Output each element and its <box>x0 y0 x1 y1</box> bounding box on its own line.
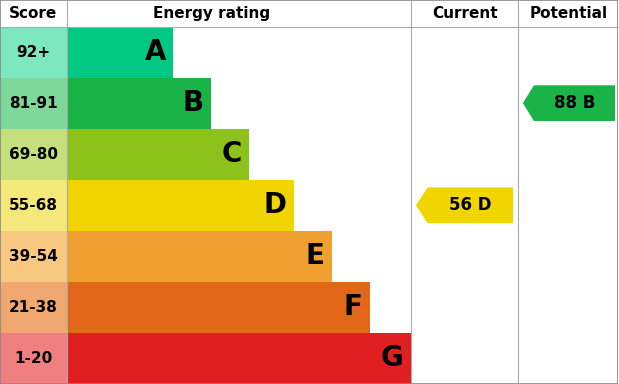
Text: 88 B: 88 B <box>554 94 595 112</box>
Text: C: C <box>222 140 242 168</box>
Text: Current: Current <box>433 6 498 21</box>
Text: 56 D: 56 D <box>449 196 491 214</box>
Bar <box>0 78 67 129</box>
Bar <box>0 333 67 384</box>
Polygon shape <box>416 187 513 223</box>
Text: Potential: Potential <box>530 6 608 21</box>
Bar <box>67 26 173 78</box>
Bar <box>0 26 67 78</box>
Bar <box>0 129 67 180</box>
Bar <box>67 78 211 129</box>
Text: D: D <box>264 191 287 219</box>
Text: 1-20: 1-20 <box>14 351 53 366</box>
Bar <box>67 282 370 333</box>
Text: E: E <box>306 242 324 270</box>
Bar <box>67 231 332 282</box>
Polygon shape <box>523 85 615 121</box>
Text: 69-80: 69-80 <box>9 147 58 162</box>
Bar <box>67 129 249 180</box>
Text: B: B <box>183 89 204 117</box>
Bar <box>0 282 67 333</box>
Text: 39-54: 39-54 <box>9 249 58 264</box>
Text: A: A <box>145 38 166 66</box>
Text: 92+: 92+ <box>16 45 50 60</box>
Bar <box>0 231 67 282</box>
Bar <box>0 180 67 231</box>
Bar <box>67 333 411 384</box>
Bar <box>67 180 294 231</box>
Text: 81-91: 81-91 <box>9 96 58 111</box>
Text: Energy rating: Energy rating <box>153 6 270 21</box>
Text: G: G <box>381 344 404 372</box>
Text: F: F <box>344 293 362 321</box>
Text: 55-68: 55-68 <box>9 198 58 213</box>
Text: 21-38: 21-38 <box>9 300 58 315</box>
Text: Score: Score <box>9 6 58 21</box>
